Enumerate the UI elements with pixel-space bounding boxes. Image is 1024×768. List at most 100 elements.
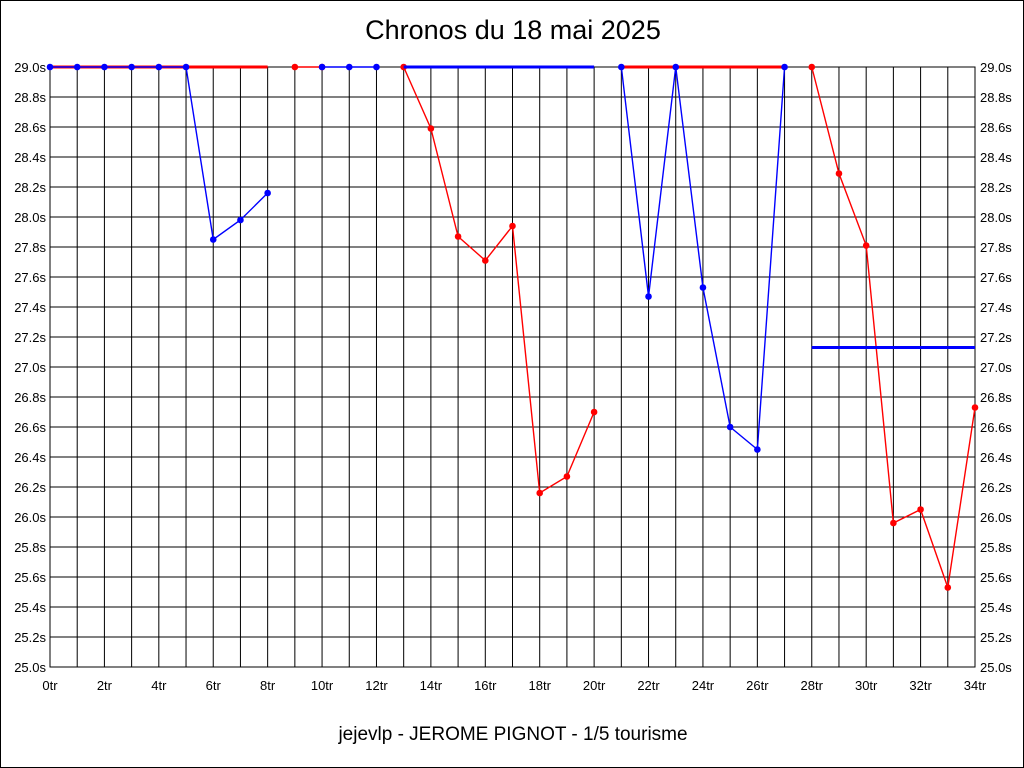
- x-tick-label: 28tr: [801, 678, 824, 693]
- chart-subtitle: jejevlp - JEROME PIGNOT - 1/5 tourisme: [338, 724, 688, 745]
- chart-title: Chronos du 18 mai 2025: [365, 15, 661, 45]
- series-2-point: [726, 423, 734, 431]
- x-tick-label: 10tr: [311, 678, 334, 693]
- series-2-point: [128, 63, 135, 71]
- series-1-point: [291, 63, 299, 71]
- series-2-point: [699, 284, 707, 291]
- series-1-point: [835, 170, 843, 177]
- x-tick-label: 24tr: [692, 678, 715, 693]
- series-2-point: [237, 216, 244, 224]
- y-tick-label-right: 28.4s: [980, 150, 1012, 165]
- series-2-point: [618, 63, 625, 71]
- y-tick-label-left: 25.8s: [14, 540, 46, 555]
- y-tick-label-left: 27.4s: [14, 300, 46, 315]
- series-1-point: [536, 489, 544, 497]
- y-tick-label-right: 25.6s: [980, 570, 1012, 585]
- grid: [49, 66, 976, 668]
- x-tick-label: 32tr: [909, 678, 932, 693]
- series-1-point: [890, 519, 897, 527]
- x-tick-label: 12tr: [365, 678, 388, 693]
- y-axis-ticks: 25.0s 25.0s 25.2s 25.2s 25.4s 25.4s 25.6s 25.6s…: [14, 60, 1012, 675]
- x-tick-label: 18tr: [529, 678, 552, 693]
- y-tick-label-right: 25.2s: [980, 630, 1012, 645]
- x-axis-ticks: 0tr 2tr 4tr 6tr 8tr 10tr 12tr 14tr 16tr 18tr 20tr 2…: [42, 678, 986, 693]
- series-1-point: [917, 506, 924, 513]
- series-2-point: [101, 63, 108, 71]
- series-1-point: [427, 125, 435, 132]
- y-tick-label-left: 28.2s: [14, 180, 46, 195]
- y-tick-label-right: 27.4s: [980, 300, 1012, 315]
- series-1-point: [481, 257, 489, 264]
- x-tick-label: 0tr: [42, 678, 58, 693]
- y-tick-label-right: 25.8s: [980, 540, 1012, 555]
- y-tick-label-right: 25.0s: [980, 660, 1012, 675]
- x-tick-label: 20tr: [583, 678, 606, 693]
- x-tick-label: 2tr: [97, 678, 113, 693]
- series-2-point: [182, 63, 190, 71]
- series-2-point: [209, 236, 217, 243]
- series-1-point: [590, 408, 598, 416]
- y-tick-label-left: 25.2s: [14, 630, 46, 645]
- series-2-point: [345, 63, 353, 71]
- y-tick-label-right: 25.4s: [980, 600, 1012, 615]
- y-tick-label-left: 28.4s: [14, 150, 46, 165]
- x-tick-label: 30tr: [855, 678, 878, 693]
- x-tick-label: 34tr: [964, 678, 987, 693]
- y-tick-label-left: 26.2s: [14, 480, 46, 495]
- y-tick-label-left: 26.6s: [14, 420, 46, 435]
- series-2-point: [155, 63, 163, 71]
- series-2-point: [73, 63, 81, 71]
- x-tick-label: 4tr: [151, 678, 167, 693]
- y-tick-label-right: 28.6s: [980, 120, 1012, 135]
- series-1-point: [454, 233, 462, 240]
- series-2-point: [46, 63, 54, 71]
- x-tick-label: 14tr: [420, 678, 443, 693]
- series-2-point: [781, 63, 788, 71]
- y-tick-label-right: 26.2s: [980, 480, 1012, 495]
- y-tick-label-left: 27.8s: [14, 240, 46, 255]
- x-tick-label: 6tr: [206, 678, 222, 693]
- y-tick-label-right: 28.0s: [980, 210, 1012, 225]
- y-tick-label-left: 27.6s: [14, 270, 46, 285]
- series: [46, 63, 979, 591]
- y-tick-label-right: 26.0s: [980, 510, 1012, 525]
- series-2-point: [645, 293, 652, 300]
- series-1-point: [944, 584, 952, 591]
- y-tick-label-left: 28.8s: [14, 90, 46, 105]
- series-2-point: [672, 63, 680, 71]
- y-tick-label-right: 27.0s: [980, 360, 1012, 375]
- y-tick-label-right: 26.6s: [980, 420, 1012, 435]
- y-tick-label-left: 26.8s: [14, 390, 46, 405]
- y-tick-label-right: 28.2s: [980, 180, 1012, 195]
- y-tick-label-left: 25.0s: [14, 660, 46, 675]
- y-tick-label-left: 29.0s: [14, 60, 46, 75]
- y-tick-label-left: 25.4s: [14, 600, 46, 615]
- x-tick-label: 8tr: [260, 678, 276, 693]
- series-1-point: [971, 404, 979, 411]
- y-tick-label-right: 28.8s: [980, 90, 1012, 105]
- y-tick-label-left: 27.0s: [14, 360, 46, 375]
- series-1-point: [862, 242, 870, 249]
- y-tick-label-left: 25.6s: [14, 570, 46, 585]
- y-tick-label-left: 26.4s: [14, 450, 46, 465]
- y-tick-label-right: 27.8s: [980, 240, 1012, 255]
- series-2-point: [754, 446, 761, 453]
- series-1-point: [563, 473, 571, 480]
- y-tick-label-right: 26.4s: [980, 450, 1012, 465]
- x-tick-label: 22tr: [637, 678, 660, 693]
- y-tick-label-right: 29.0s: [980, 60, 1012, 75]
- y-tick-label-right: 27.6s: [980, 270, 1012, 285]
- series-1-point: [509, 222, 516, 230]
- series-1-point: [808, 63, 816, 71]
- y-tick-label-right: 26.8s: [980, 390, 1012, 405]
- series-2-point: [264, 189, 271, 197]
- y-tick-label-left: 27.2s: [14, 330, 46, 345]
- x-tick-label: 26tr: [746, 678, 769, 693]
- y-tick-label-left: 26.0s: [14, 510, 46, 525]
- y-tick-label-left: 28.6s: [14, 120, 46, 135]
- y-tick-label-right: 27.2s: [980, 330, 1012, 345]
- series-2-point: [373, 63, 380, 71]
- x-tick-label: 16tr: [474, 678, 497, 693]
